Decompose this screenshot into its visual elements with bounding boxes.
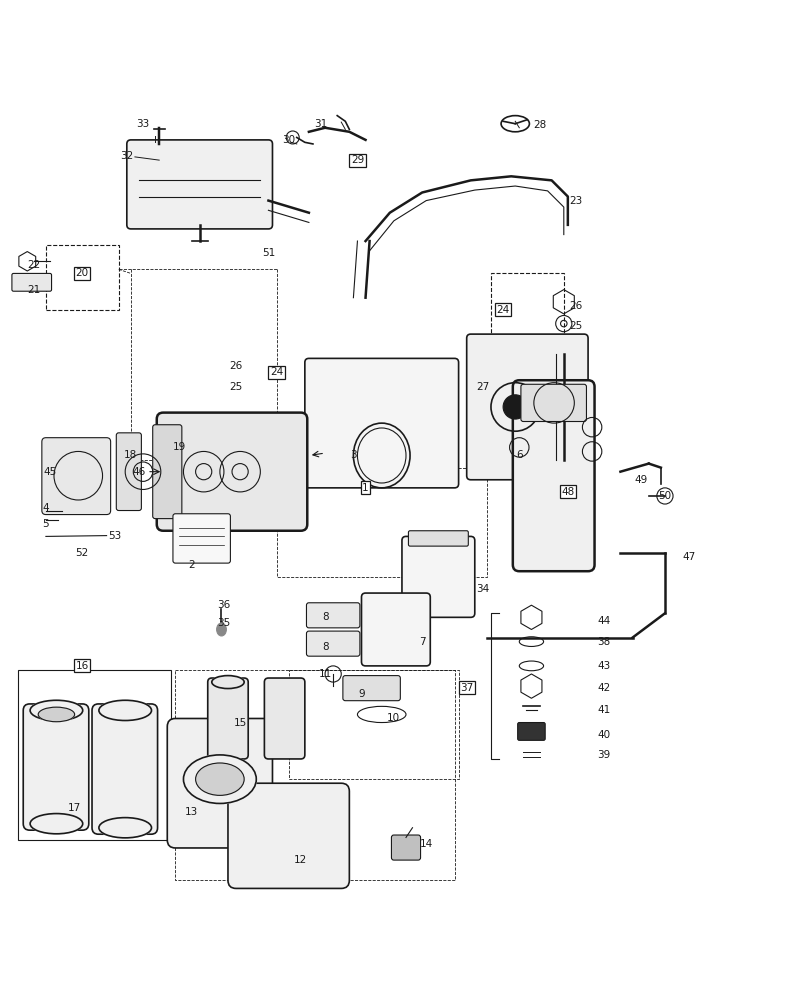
Text: 25: 25 — [569, 321, 581, 331]
FancyBboxPatch shape — [127, 140, 272, 229]
FancyBboxPatch shape — [401, 536, 474, 617]
Ellipse shape — [195, 763, 244, 795]
Text: 12: 12 — [294, 855, 307, 865]
FancyBboxPatch shape — [491, 273, 563, 354]
FancyBboxPatch shape — [306, 631, 359, 656]
FancyBboxPatch shape — [513, 380, 594, 571]
Text: 37: 37 — [460, 683, 473, 693]
FancyBboxPatch shape — [342, 676, 400, 701]
Ellipse shape — [212, 676, 244, 689]
Text: 26: 26 — [230, 361, 242, 371]
FancyBboxPatch shape — [361, 593, 430, 666]
Text: 53: 53 — [108, 531, 121, 541]
Text: 30: 30 — [281, 135, 295, 145]
Text: 34: 34 — [476, 584, 489, 594]
Text: 46: 46 — [132, 467, 145, 477]
Text: 24: 24 — [269, 367, 283, 377]
Ellipse shape — [217, 623, 226, 636]
Ellipse shape — [30, 700, 83, 721]
FancyBboxPatch shape — [157, 413, 307, 531]
Text: 22: 22 — [27, 260, 41, 270]
Text: 50: 50 — [658, 491, 671, 501]
Text: 43: 43 — [597, 661, 610, 671]
Text: 38: 38 — [597, 637, 610, 647]
Circle shape — [503, 395, 526, 419]
Text: 5: 5 — [42, 519, 49, 529]
Text: 39: 39 — [597, 750, 610, 760]
Text: 9: 9 — [358, 689, 364, 699]
Text: 36: 36 — [217, 600, 230, 610]
Text: 23: 23 — [569, 196, 581, 206]
FancyBboxPatch shape — [391, 835, 420, 860]
Text: 48: 48 — [560, 487, 573, 497]
FancyBboxPatch shape — [12, 273, 51, 291]
FancyBboxPatch shape — [521, 384, 586, 422]
Text: 47: 47 — [682, 552, 695, 562]
FancyBboxPatch shape — [208, 678, 248, 759]
FancyBboxPatch shape — [24, 704, 88, 830]
Text: 17: 17 — [67, 803, 81, 813]
Text: 40: 40 — [597, 730, 610, 740]
Text: 41: 41 — [597, 705, 610, 715]
FancyBboxPatch shape — [264, 678, 304, 759]
FancyBboxPatch shape — [408, 531, 468, 546]
Text: 32: 32 — [120, 151, 133, 161]
Text: 45: 45 — [43, 467, 57, 477]
FancyBboxPatch shape — [152, 425, 182, 519]
Text: 3: 3 — [350, 450, 356, 460]
Text: 35: 35 — [217, 618, 230, 628]
FancyBboxPatch shape — [173, 514, 230, 563]
Ellipse shape — [30, 814, 83, 834]
Text: 24: 24 — [496, 305, 509, 315]
Text: 1: 1 — [362, 483, 368, 493]
Text: 33: 33 — [136, 119, 149, 129]
FancyBboxPatch shape — [92, 704, 157, 834]
FancyBboxPatch shape — [116, 433, 141, 511]
Text: 28: 28 — [532, 120, 546, 130]
Text: 19: 19 — [173, 442, 186, 452]
FancyBboxPatch shape — [42, 438, 110, 515]
Text: 4: 4 — [42, 503, 49, 513]
FancyBboxPatch shape — [466, 334, 587, 480]
FancyBboxPatch shape — [306, 603, 359, 628]
Text: 7: 7 — [418, 637, 425, 647]
Text: 44: 44 — [597, 616, 610, 626]
FancyBboxPatch shape — [167, 718, 272, 848]
Text: 52: 52 — [75, 548, 89, 558]
Text: 15: 15 — [234, 718, 247, 728]
Text: 6: 6 — [515, 450, 522, 460]
Text: 27: 27 — [476, 382, 489, 392]
Text: 25: 25 — [230, 382, 242, 392]
Text: 10: 10 — [387, 713, 400, 723]
Text: 16: 16 — [75, 661, 89, 671]
Text: 20: 20 — [75, 268, 88, 278]
Ellipse shape — [99, 818, 152, 838]
Text: 21: 21 — [27, 285, 41, 295]
Text: 29: 29 — [350, 155, 363, 165]
FancyBboxPatch shape — [304, 358, 458, 488]
FancyBboxPatch shape — [18, 670, 171, 840]
Text: 8: 8 — [321, 642, 328, 652]
Text: 31: 31 — [314, 119, 328, 129]
Text: 11: 11 — [318, 669, 332, 679]
Text: 26: 26 — [569, 301, 581, 311]
Ellipse shape — [99, 700, 152, 721]
Text: 51: 51 — [261, 248, 275, 258]
Ellipse shape — [38, 707, 75, 722]
FancyBboxPatch shape — [46, 245, 118, 310]
FancyBboxPatch shape — [228, 783, 349, 888]
Text: 18: 18 — [124, 450, 137, 460]
Text: 2: 2 — [188, 560, 195, 570]
Text: 14: 14 — [419, 839, 432, 849]
Text: 42: 42 — [597, 683, 610, 693]
Text: 49: 49 — [633, 475, 646, 485]
Text: 13: 13 — [185, 807, 198, 817]
Text: 8: 8 — [321, 612, 328, 622]
FancyBboxPatch shape — [517, 723, 544, 740]
Ellipse shape — [183, 755, 256, 803]
